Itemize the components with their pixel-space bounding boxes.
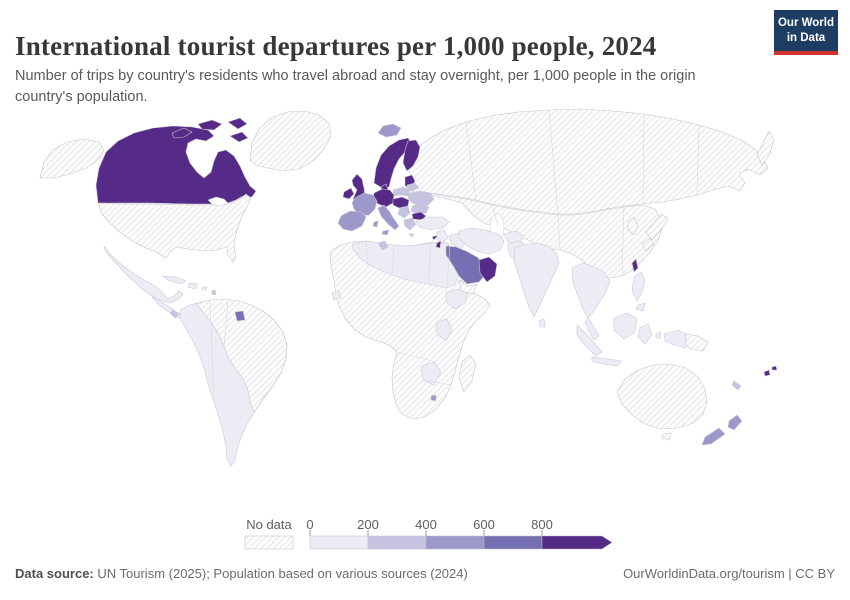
map-region-senegal[interactable] — [331, 290, 342, 301]
map-region-fiji[interactable] — [763, 365, 778, 377]
legend-tick-800: 800 — [531, 517, 553, 532]
map-region-tasmania[interactable] — [661, 432, 672, 441]
map-region-yemen[interactable] — [458, 279, 478, 295]
map-region-cyprus[interactable] — [431, 234, 439, 241]
map-region-tunisia[interactable] — [377, 240, 389, 251]
map-region-philippines[interactable] — [631, 271, 646, 312]
map-region-eswatini[interactable] — [430, 394, 437, 402]
map-region-java[interactable] — [591, 356, 623, 367]
legend-no-data-label: No data — [246, 517, 292, 532]
map-region-borneo[interactable] — [613, 312, 638, 340]
legend-no-data-swatch[interactable] — [244, 535, 294, 550]
map-region-mexico[interactable] — [103, 245, 184, 304]
map-region-sumatra[interactable] — [576, 324, 603, 357]
legend-tick-600: 600 — [473, 517, 495, 532]
map-region-israel[interactable] — [435, 240, 442, 249]
map-region-russia[interactable] — [407, 108, 769, 215]
map-region-india[interactable] — [513, 242, 560, 318]
owid-logo[interactable]: Our World in Data — [774, 10, 838, 55]
map-region-bulgaria[interactable] — [411, 211, 427, 221]
map-region-romania[interactable] — [410, 203, 430, 215]
map-region-belarus[interactable] — [406, 182, 420, 192]
map-region-sulawesi[interactable] — [637, 323, 662, 345]
map-region-alaska[interactable] — [39, 138, 105, 179]
page-subtitle: Number of trips by country's residents w… — [15, 67, 696, 105]
map-region-puerto-rico[interactable] — [201, 286, 208, 291]
map-region-taiwan[interactable] — [631, 258, 639, 273]
legend-swatch-600-800[interactable] — [483, 535, 543, 550]
map-region-kamchatka[interactable] — [756, 130, 775, 166]
map-region-costa-rica[interactable] — [169, 309, 180, 319]
map-region-lesser-antilles[interactable] — [211, 289, 217, 296]
credit-link[interactable]: OurWorldinData.org/tourism | CC BY — [623, 566, 835, 581]
map-region-ireland[interactable] — [342, 187, 355, 200]
legend-swatch-200-400[interactable] — [367, 535, 427, 550]
map-region-united-states[interactable] — [97, 193, 252, 263]
legend-swatch-0-200[interactable] — [309, 535, 369, 550]
map-region-canada-arctic-islands[interactable] — [171, 117, 249, 143]
map-region-levant[interactable] — [436, 229, 449, 244]
owid-logo-text: Our World in Data — [774, 10, 838, 51]
legend-tick-400: 400 — [415, 517, 437, 532]
map-region-new-caledonia[interactable] — [731, 380, 742, 391]
map-region-hispaniola[interactable] — [187, 282, 199, 290]
map-region-mainland-se-asia[interactable] — [571, 262, 611, 319]
map-region-iran[interactable] — [458, 227, 505, 255]
chart-footer: Data source: UN Tourism (2025); Populati… — [15, 566, 835, 581]
map-region-papua-new-guinea[interactable] — [685, 333, 709, 352]
map-legend: No data 0 200 400 600 800 — [244, 517, 613, 550]
map-region-south-korea[interactable] — [627, 216, 639, 236]
map-region-japan[interactable] — [641, 213, 669, 252]
map-region-greece[interactable] — [403, 217, 417, 238]
map-region-italy[interactable] — [372, 204, 400, 236]
page-title: International tourist departures per 1,0… — [15, 31, 657, 62]
map-region-oman-uae[interactable] — [478, 256, 498, 283]
map-region-greenland[interactable] — [249, 110, 332, 172]
legend-swatch-800-plus[interactable] — [541, 535, 613, 550]
map-region-ukraine[interactable] — [407, 190, 435, 207]
legend-swatch-400-600[interactable] — [425, 535, 485, 550]
map-region-cuba[interactable] — [162, 275, 187, 285]
map-region-france[interactable] — [351, 192, 378, 217]
map-region-spain-portugal[interactable] — [337, 210, 367, 232]
map-region-turkey[interactable] — [415, 216, 450, 231]
legend-tick-0: 0 — [306, 517, 313, 532]
owid-logo-red-strip — [774, 50, 838, 55]
map-region-canada[interactable] — [95, 125, 257, 205]
map-region-botswana-zimbabwe[interactable] — [420, 361, 442, 386]
map-region-tanzania[interactable] — [435, 318, 453, 342]
map-region-new-zealand[interactable] — [701, 414, 743, 446]
map-region-serbia-balkans[interactable] — [397, 205, 411, 219]
map-region-north-africa[interactable] — [351, 240, 460, 289]
map-region-suriname[interactable] — [234, 310, 246, 322]
data-source-label: Data source: — [15, 566, 94, 581]
country-borders — [209, 109, 700, 403]
map-region-iceland[interactable] — [377, 123, 402, 138]
map-region-brazil[interactable] — [195, 298, 288, 413]
map-region-finland[interactable] — [402, 139, 421, 172]
map-region-saudi-arabia[interactable] — [445, 245, 487, 285]
data-source-text: Data source: UN Tourism (2025); Populati… — [15, 566, 468, 581]
great-lakes — [207, 196, 229, 207]
map-region-malay-peninsula[interactable] — [584, 317, 600, 341]
map-region-australia[interactable] — [616, 363, 708, 430]
legend-tick-200: 200 — [357, 517, 379, 532]
map-region-west-papua[interactable] — [663, 329, 687, 349]
map-region-madagascar[interactable] — [458, 354, 477, 393]
map-region-sri-lanka[interactable] — [538, 318, 546, 328]
map-region-ethiopia[interactable] — [445, 288, 469, 310]
